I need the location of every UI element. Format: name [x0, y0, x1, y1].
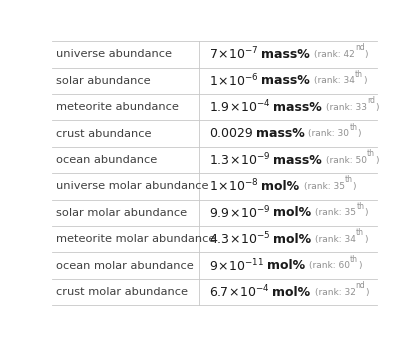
Text: $1.9\!\times\!10^{-4}$: $1.9\!\times\!10^{-4}$ [209, 99, 270, 116]
Text: ): ) [363, 76, 367, 85]
Text: th: th [350, 255, 358, 264]
Text: $1\!\times\!10^{-6}$: $1\!\times\!10^{-6}$ [209, 72, 259, 89]
Text: $1.3\!\times\!10^{-9}$: $1.3\!\times\!10^{-9}$ [209, 152, 270, 168]
Text: universe abundance: universe abundance [56, 49, 172, 59]
Text: ): ) [357, 129, 361, 138]
Text: solar molar abundance: solar molar abundance [56, 208, 187, 218]
Text: meteorite abundance: meteorite abundance [56, 102, 179, 112]
Text: th: th [344, 175, 353, 185]
Text: th: th [349, 122, 357, 132]
Text: mol%: mol% [272, 286, 310, 298]
Text: (rank: 34: (rank: 34 [316, 235, 356, 244]
Text: th: th [367, 149, 375, 158]
Text: (rank: 35: (rank: 35 [316, 208, 357, 217]
Text: mass%: mass% [274, 101, 322, 114]
Text: th: th [356, 228, 364, 237]
Text: mass%: mass% [261, 48, 310, 61]
Text: (rank: 42: (rank: 42 [314, 50, 355, 59]
Text: (rank: 34: (rank: 34 [314, 76, 355, 85]
Text: th: th [355, 70, 363, 79]
Text: th: th [357, 202, 365, 211]
Text: nd: nd [355, 43, 365, 52]
Text: mass%: mass% [273, 154, 322, 166]
Text: universe molar abundance: universe molar abundance [56, 181, 209, 191]
Text: ocean abundance: ocean abundance [56, 155, 158, 165]
Text: mol%: mol% [261, 180, 300, 193]
Text: ocean molar abundance: ocean molar abundance [56, 261, 194, 271]
Text: (rank: 32: (rank: 32 [315, 287, 355, 297]
Text: (rank: 60: (rank: 60 [309, 261, 350, 270]
Text: $7\!\times\!10^{-7}$: $7\!\times\!10^{-7}$ [209, 46, 259, 63]
Text: ): ) [365, 208, 368, 217]
Text: ): ) [375, 103, 379, 112]
Text: ): ) [365, 50, 368, 59]
Text: (rank: 50: (rank: 50 [326, 155, 367, 165]
Text: mass%: mass% [256, 127, 304, 140]
Text: meteorite molar abundance: meteorite molar abundance [56, 234, 216, 244]
Text: nd: nd [355, 281, 365, 290]
Text: mol%: mol% [273, 206, 311, 219]
Text: 0.0029: 0.0029 [209, 127, 253, 140]
Text: ): ) [365, 287, 369, 297]
Text: rd: rd [367, 96, 375, 105]
Text: crust molar abundance: crust molar abundance [56, 287, 188, 297]
Text: crust abundance: crust abundance [56, 129, 152, 139]
Text: ): ) [364, 235, 368, 244]
Text: $9\!\times\!10^{-11}$: $9\!\times\!10^{-11}$ [209, 257, 264, 274]
Text: ): ) [358, 261, 362, 270]
Text: $4.3\!\times\!10^{-5}$: $4.3\!\times\!10^{-5}$ [209, 231, 270, 248]
Text: ): ) [353, 182, 356, 191]
Text: ): ) [375, 155, 378, 165]
Text: $9.9\!\times\!10^{-9}$: $9.9\!\times\!10^{-9}$ [209, 204, 270, 221]
Text: mass%: mass% [261, 74, 310, 87]
Text: solar abundance: solar abundance [56, 76, 151, 86]
Text: (rank: 33: (rank: 33 [326, 103, 367, 112]
Text: (rank: 30: (rank: 30 [308, 129, 349, 138]
Text: mol%: mol% [273, 233, 311, 246]
Text: $6.7\!\times\!10^{-4}$: $6.7\!\times\!10^{-4}$ [209, 284, 269, 300]
Text: mol%: mol% [267, 259, 305, 272]
Text: (rank: 35: (rank: 35 [304, 182, 344, 191]
Text: $1\!\times\!10^{-8}$: $1\!\times\!10^{-8}$ [209, 178, 259, 195]
